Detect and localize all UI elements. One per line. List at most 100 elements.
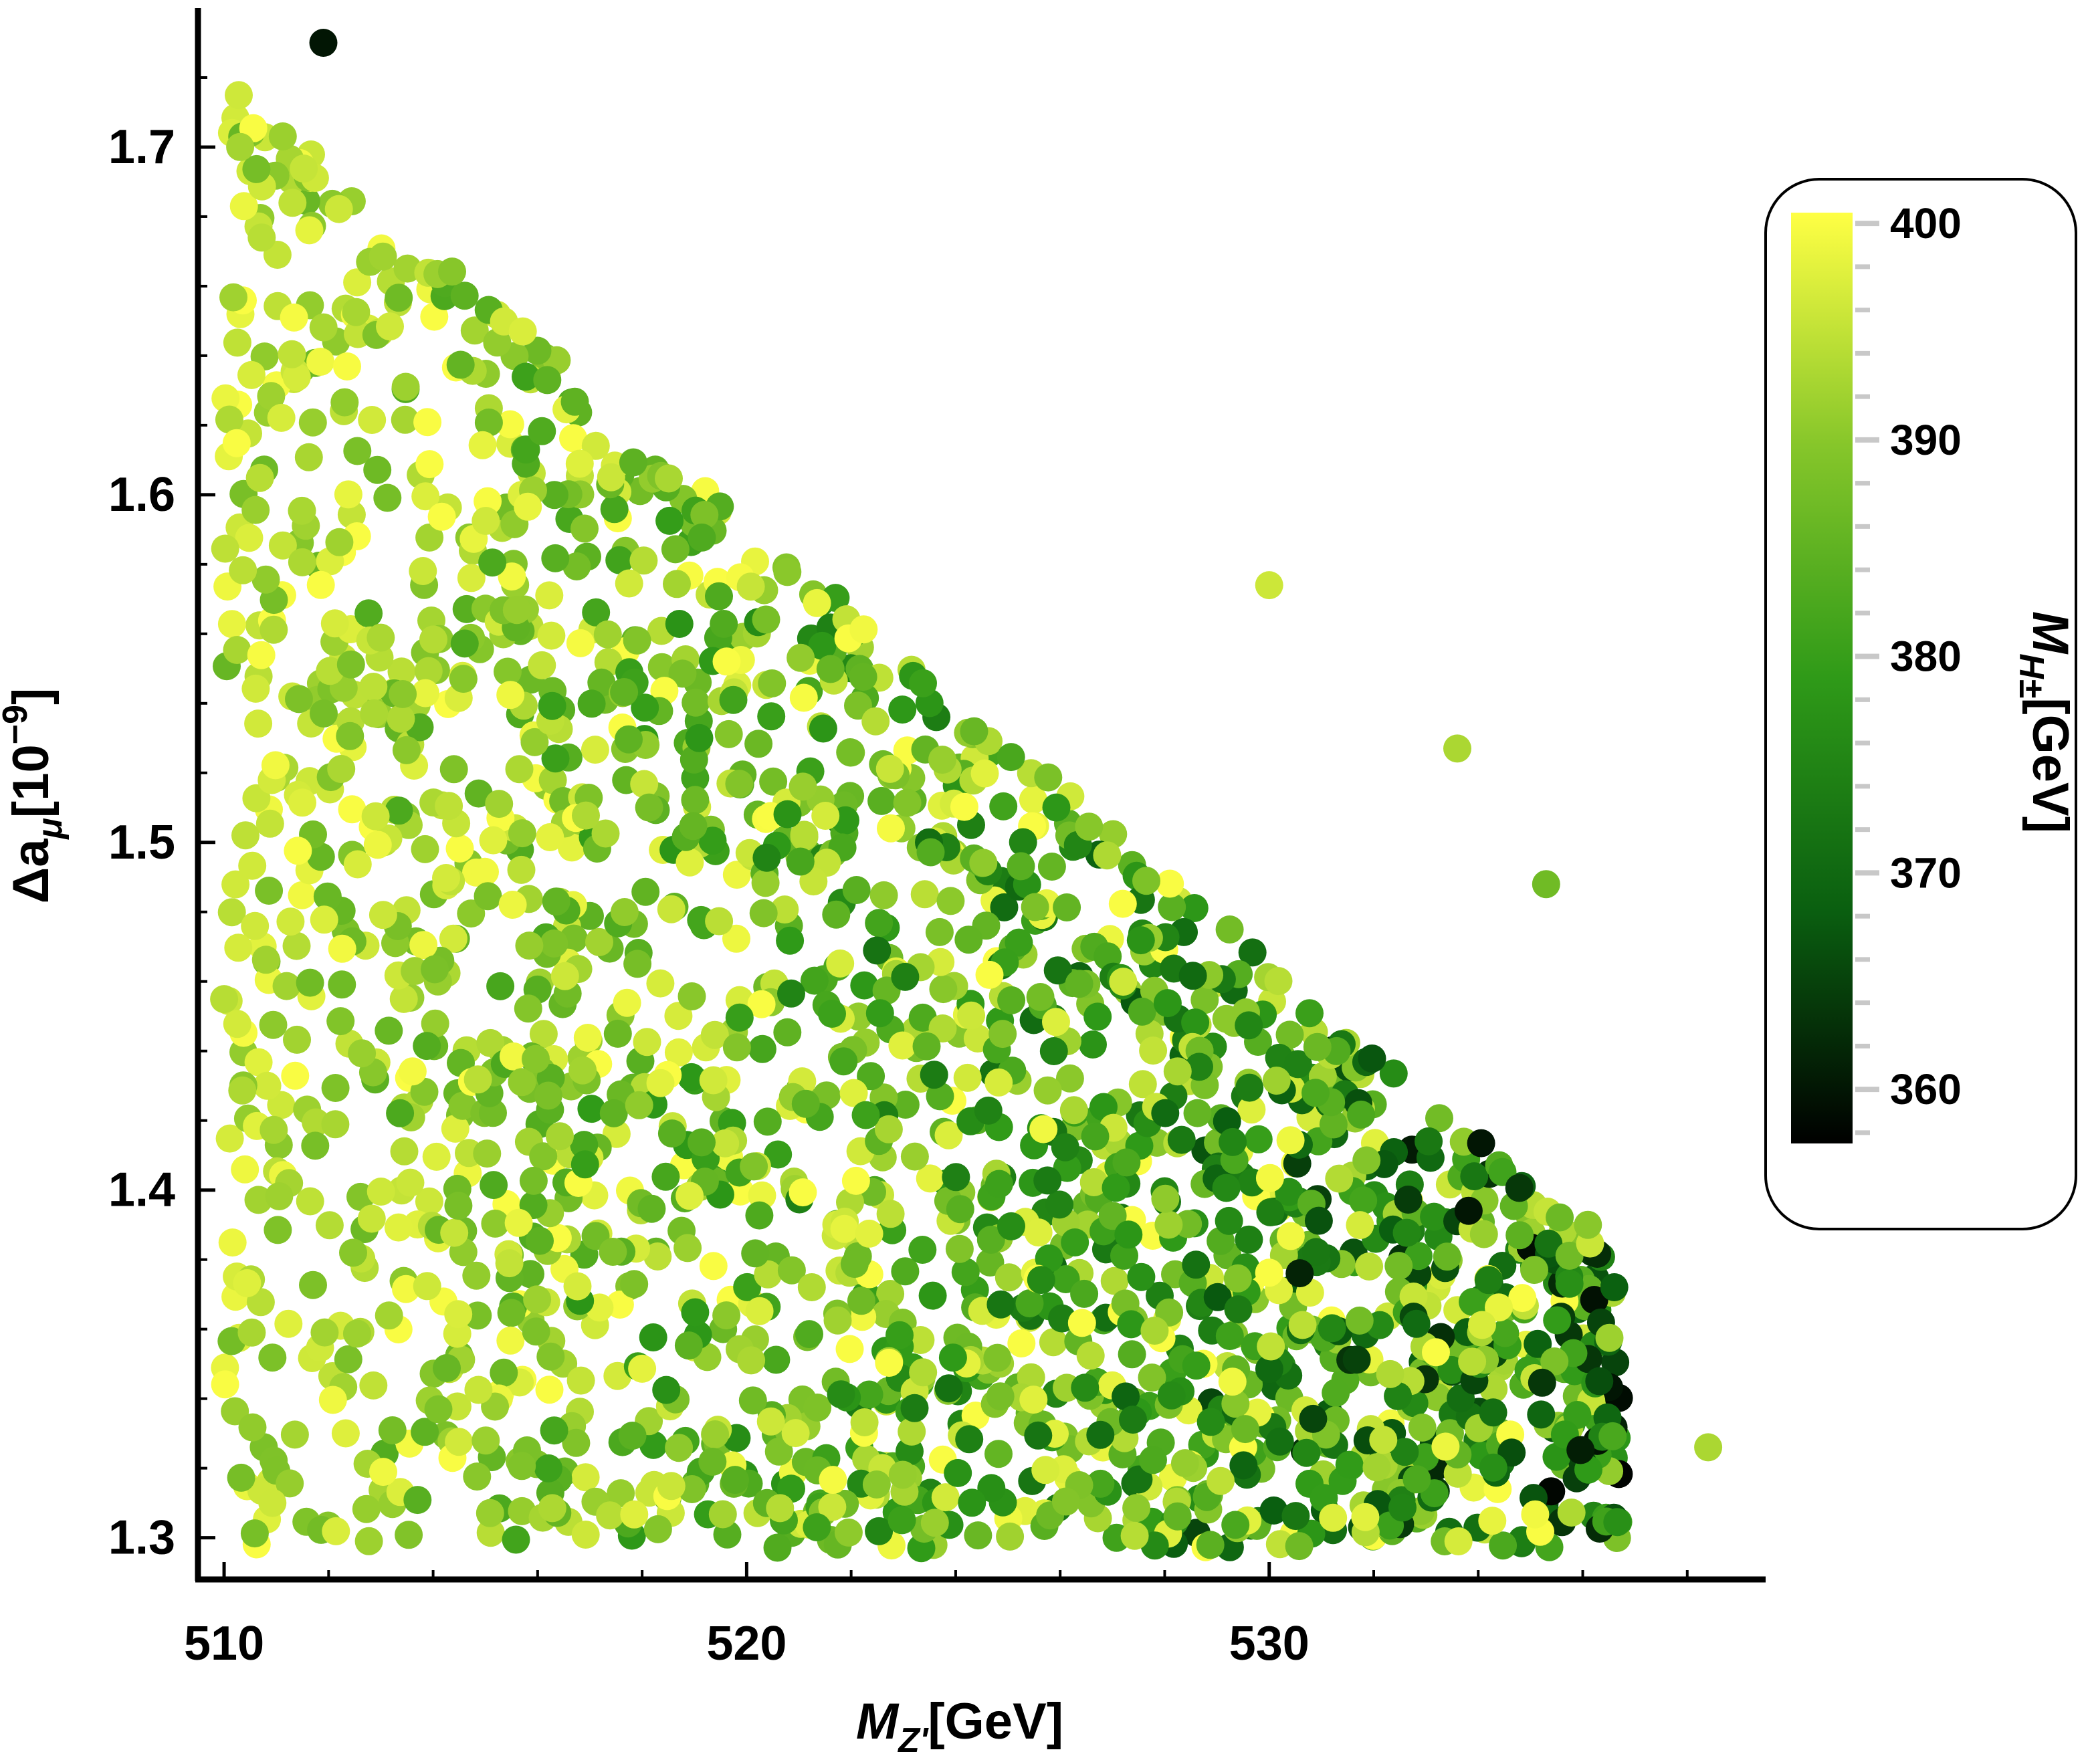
scatter-point xyxy=(1408,1413,1437,1442)
scatter-point xyxy=(900,1142,929,1171)
scatter-point xyxy=(1229,1451,1258,1480)
scatter-point xyxy=(1255,1164,1284,1192)
scatter-point xyxy=(427,502,456,531)
scatter-point xyxy=(1264,967,1293,996)
colorbar-label-sub: H± xyxy=(2012,653,2051,698)
scatter-point xyxy=(996,1522,1025,1551)
scatter-point xyxy=(315,1211,344,1240)
scatter-point xyxy=(369,1458,397,1486)
scatter-point xyxy=(989,792,1018,820)
scatter-point xyxy=(960,717,988,746)
scatter-point xyxy=(1415,1127,1443,1155)
scatter-point xyxy=(1043,956,1072,985)
scatter-point xyxy=(479,826,508,855)
scatter-point xyxy=(790,820,819,849)
scatter-point xyxy=(457,564,486,592)
scatter-point xyxy=(637,1194,666,1223)
scatter-point xyxy=(1079,1168,1108,1196)
scatter-point xyxy=(1007,852,1035,881)
scatter-point xyxy=(413,408,442,437)
scatter-point xyxy=(1093,841,1122,870)
scatter-point xyxy=(698,826,727,855)
scatter-point xyxy=(675,848,704,877)
scatter-point xyxy=(582,598,611,627)
scatter-point xyxy=(258,1489,287,1517)
colorbar-tick-label: 370 xyxy=(1890,849,1962,897)
scatter-point xyxy=(708,1500,737,1529)
scatter-point xyxy=(1384,1382,1413,1410)
scatter-point xyxy=(680,745,708,774)
scatter-point xyxy=(496,410,524,439)
scatter-point xyxy=(211,384,240,413)
scatter-point xyxy=(237,1318,266,1347)
scatter-point xyxy=(912,1032,941,1061)
scatter-point xyxy=(946,1195,974,1224)
scatter-point xyxy=(1546,1203,1574,1232)
scatter-point xyxy=(829,1047,858,1076)
scatter-point xyxy=(1109,968,1138,996)
scatter-point xyxy=(920,1061,948,1089)
scatter-point xyxy=(391,372,420,401)
scatter-point xyxy=(390,1137,419,1166)
scatter-point xyxy=(663,570,691,598)
scatter-point xyxy=(1170,1449,1199,1478)
scatter-point xyxy=(1139,1446,1167,1474)
scatter-point xyxy=(478,548,507,577)
scatter-point xyxy=(512,362,540,391)
scatter-point xyxy=(238,851,267,880)
scatter-point xyxy=(1151,1099,1180,1127)
scatter-point xyxy=(285,685,313,713)
scatter-point xyxy=(1443,734,1471,763)
scatter-point xyxy=(865,909,894,938)
scatter-point xyxy=(599,1238,627,1266)
scatter-point xyxy=(773,1018,802,1046)
scatter-point xyxy=(591,819,620,848)
scatter-point xyxy=(363,455,392,484)
scatter-point xyxy=(359,1371,388,1400)
scatter-point xyxy=(799,867,828,896)
scatter-point xyxy=(1163,1502,1192,1531)
scatter-point xyxy=(1318,1314,1346,1343)
scatter-point xyxy=(411,679,439,707)
scatter-point xyxy=(677,982,706,1010)
scatter-point xyxy=(613,988,641,1017)
scatter-point xyxy=(1460,1162,1489,1191)
scatter-point xyxy=(615,569,643,598)
scatter-point xyxy=(628,1354,657,1383)
scatter-point xyxy=(244,709,273,738)
scatter-point xyxy=(571,1521,600,1549)
scatter-point xyxy=(664,1002,693,1030)
scatter-point xyxy=(855,1380,883,1409)
scatter-point xyxy=(1100,1266,1129,1295)
scatter-point xyxy=(818,1000,846,1028)
scatter-points xyxy=(210,29,1723,1563)
scatter-point xyxy=(508,819,536,848)
scatter-point xyxy=(463,1065,492,1094)
scatter-point xyxy=(1325,1164,1354,1193)
scatter-point xyxy=(997,986,1026,1014)
scatter-point xyxy=(688,1128,716,1157)
scatter-point xyxy=(849,663,877,691)
scatter-point xyxy=(830,1214,859,1243)
scatter-point xyxy=(577,1095,606,1123)
scatter-point xyxy=(1132,867,1160,895)
scatter-point xyxy=(984,1170,1013,1198)
scatter-point xyxy=(528,417,556,445)
scatter-point xyxy=(1454,1196,1483,1225)
scatter-point xyxy=(1527,1400,1556,1429)
scatter-point xyxy=(505,755,534,784)
scatter-point xyxy=(476,1519,505,1547)
scatter-point xyxy=(822,900,851,929)
scatter-point xyxy=(247,641,276,669)
scatter-point xyxy=(764,1437,793,1466)
scatter-point xyxy=(498,562,526,591)
scatter-point xyxy=(1322,1379,1350,1407)
scatter-point xyxy=(657,1472,686,1501)
scatter-point xyxy=(541,544,570,572)
scatter-point xyxy=(247,223,276,252)
scatter-point xyxy=(862,1470,891,1499)
scatter-point xyxy=(529,1020,558,1049)
scatter-point xyxy=(1433,1242,1461,1271)
scatter-point xyxy=(396,1168,425,1197)
scatter-point xyxy=(499,1042,528,1071)
